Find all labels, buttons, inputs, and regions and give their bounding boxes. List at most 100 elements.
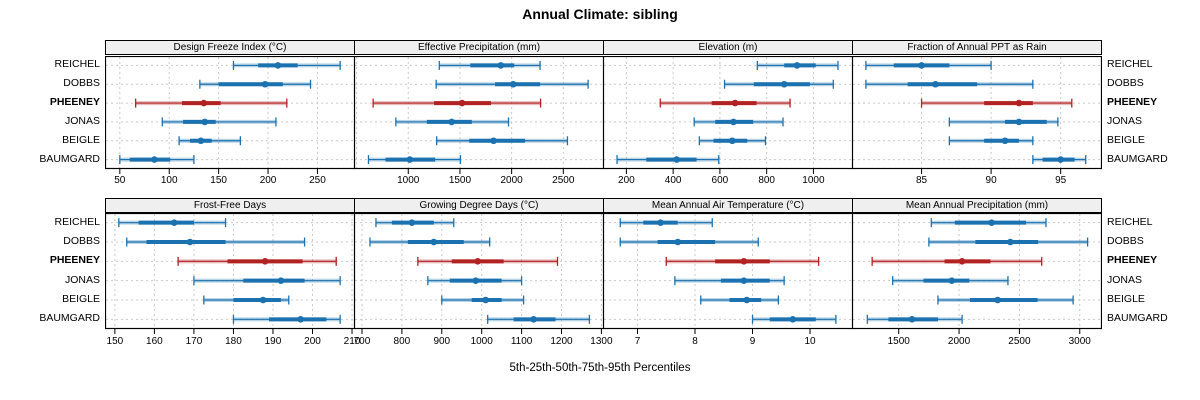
median-dot	[297, 315, 304, 323]
percentile-glyph-baumgard	[853, 314, 1100, 324]
axis-tick-label: 1500	[448, 175, 472, 186]
median-dot	[958, 257, 966, 265]
station-label-left-pheeney: PHEENEY	[49, 96, 100, 109]
panel-plot-area	[105, 212, 355, 334]
station-label-right-beigle: BEIGLE	[1107, 133, 1145, 146]
axis-tick-label: 1000	[802, 175, 825, 186]
axis-tick-label: 400	[664, 175, 682, 186]
station-label-left-pheeney: PHEENEY	[49, 254, 100, 267]
percentile-glyph-pheeney	[604, 256, 851, 266]
panel-strip-title: Mean Annual Air Temperature (°C)	[603, 197, 853, 213]
station-label-left-reichel: REICHEL	[54, 58, 100, 71]
axis-tick-label: 1000	[470, 336, 493, 347]
median-dot	[780, 80, 788, 88]
percentile-glyph-reichel	[355, 60, 602, 70]
station-label-right-reichel: REICHEL	[1107, 215, 1153, 228]
axis-tick-label: 2500	[552, 175, 575, 186]
median-dot	[743, 296, 751, 303]
station-label-right-pheeney: PHEENEY	[1107, 96, 1158, 109]
percentile-glyph-jonas	[853, 116, 1100, 126]
panel-strip-title: Fraction of Annual PPT as Rain	[852, 40, 1102, 55]
station-label-right-dobbs: DOBBS	[1107, 77, 1144, 90]
percentile-glyph-reichel	[604, 60, 851, 70]
panel-strip-title: Frost-Free Days	[105, 197, 355, 213]
axis-tick-label: 1300	[590, 336, 613, 347]
station-label-left-jonas: JONAS	[64, 273, 100, 286]
axis-tick-label: 1500	[887, 336, 910, 347]
station-label-left-dobbs: DOBBS	[63, 77, 100, 90]
percentile-glyph-reichel	[853, 217, 1100, 227]
percentile-glyph-dobbs	[106, 79, 353, 89]
percentile-glyph-baumgard	[853, 154, 1100, 164]
axis-tick-label: 8	[692, 336, 698, 347]
median-dot	[408, 218, 416, 226]
axis-tick-label: 200	[618, 175, 635, 186]
percentile-glyph-pheeney	[604, 98, 851, 108]
median-dot	[482, 296, 489, 303]
axis-tick-label: 9	[749, 336, 756, 347]
axis-tick-label: 50	[114, 175, 126, 186]
axis-tick-label: 100	[160, 175, 178, 186]
station-label-right-jonas: JONAS	[1107, 114, 1143, 127]
percentile-glyph-dobbs	[853, 79, 1100, 89]
percentile-glyph-beigle	[106, 135, 353, 145]
panel-plot-area	[105, 55, 355, 174]
panel-strip-title: Elevation (m)	[603, 40, 853, 55]
station-label-left-baumgard: BAUMGARD	[39, 152, 100, 165]
station-label-left-baumgard: BAUMGARD	[39, 312, 100, 325]
percentile-glyph-beigle	[853, 295, 1100, 304]
median-dot	[474, 257, 482, 265]
percentile-glyph-pheeney	[106, 256, 353, 266]
panel-strip-title: Mean Annual Precipitation (mm)	[852, 197, 1102, 213]
station-label-left-beigle: BEIGLE	[62, 293, 100, 305]
median-dot	[730, 118, 737, 125]
percentile-glyph-beigle	[355, 135, 602, 145]
axis-tick-label: 10	[804, 336, 816, 347]
median-dot	[674, 238, 682, 245]
axis-tick-label: 600	[711, 175, 729, 186]
median-dot	[509, 80, 517, 88]
median-dot	[793, 61, 801, 69]
median-dot	[731, 99, 739, 106]
percentile-glyph-pheeney	[853, 256, 1100, 266]
median-dot	[186, 238, 194, 245]
median-dot	[673, 155, 680, 163]
percentiles-caption: 5th-25th-50th-75th-95th Percentiles	[509, 362, 691, 374]
percentile-glyph-reichel	[355, 217, 602, 227]
median-dot	[430, 238, 438, 245]
median-dot	[948, 276, 956, 284]
median-dot	[1057, 155, 1064, 163]
axis-tick-label: 170	[185, 336, 203, 347]
percentile-glyph-jonas	[355, 275, 602, 285]
percentile-glyph-reichel	[106, 217, 353, 227]
panel-plot-area	[603, 212, 853, 334]
axis-tick-label: 3000	[1068, 336, 1091, 347]
median-dot	[740, 276, 748, 284]
percentile-glyph-jonas	[853, 275, 1100, 285]
percentile-glyph-beigle	[604, 295, 851, 304]
percentile-glyph-beigle	[106, 295, 353, 304]
panel-plot-area	[354, 55, 604, 174]
median-dot	[657, 218, 664, 226]
percentile-glyph-dobbs	[604, 79, 851, 89]
median-dot	[497, 61, 505, 69]
percentile-glyph-pheeney	[853, 98, 1100, 108]
axis-tick-label: 700	[353, 336, 371, 347]
median-dot	[1001, 136, 1009, 144]
axis-tick-label: 210	[343, 336, 361, 347]
percentile-glyph-jonas	[604, 275, 851, 285]
axis-tick-label: 900	[433, 336, 451, 347]
axis-tick-label: 150	[210, 175, 227, 186]
percentile-glyph-beigle	[355, 295, 602, 304]
station-label-right-baumgard: BAUMGARD	[1107, 312, 1168, 325]
percentile-glyph-baumgard	[604, 314, 851, 324]
figure-title: Annual Climate: sibling	[522, 6, 678, 22]
percentile-glyph-jonas	[355, 116, 602, 126]
median-dot	[908, 315, 916, 323]
median-dot	[932, 80, 939, 88]
station-label-right-dobbs: DOBBS	[1107, 235, 1144, 247]
median-dot	[728, 136, 736, 144]
axis-tick-label: 800	[393, 336, 411, 347]
percentile-glyph-baumgard	[604, 154, 851, 164]
percentile-glyph-pheeney	[355, 256, 602, 266]
